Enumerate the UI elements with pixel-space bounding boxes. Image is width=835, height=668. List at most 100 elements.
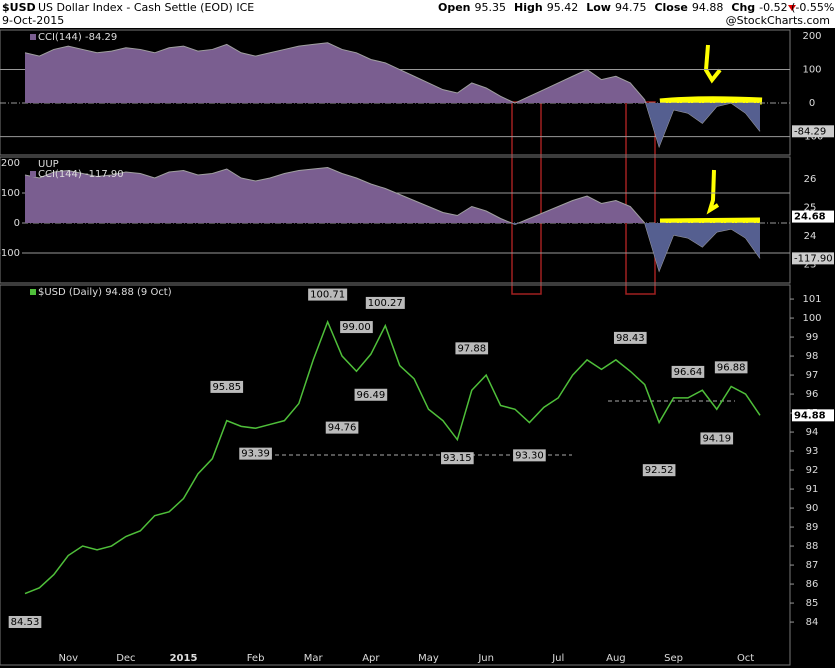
y2-tick-label: 26	[804, 174, 817, 185]
y-tick-label: 100	[802, 65, 821, 76]
quote-label: High	[514, 1, 543, 14]
price-label: 96.88	[717, 362, 746, 373]
y-tick-label: 200	[1, 158, 20, 169]
quote-value: 95.35	[475, 1, 507, 14]
price-label-bg	[239, 447, 272, 460]
quote-value: 94.75	[615, 1, 647, 14]
highlight-line	[659, 96, 763, 106]
price-label-bg	[700, 432, 734, 445]
x-tick-label: Aug	[606, 653, 626, 664]
x-tick-label: 2015	[170, 653, 198, 664]
quote-label: Low	[586, 1, 611, 14]
arrow	[706, 169, 720, 215]
quote-value: 94.88	[692, 1, 724, 14]
highlight-box	[511, 101, 542, 295]
last-tag-label: 24.68	[794, 212, 826, 223]
y-tick-label: 86	[806, 579, 819, 590]
x-tick-label: Oct	[737, 653, 754, 664]
y-tick-label: 93	[806, 446, 819, 457]
price-label: 94.76	[328, 423, 357, 434]
panel-legend: $USD (Daily) 94.88 (9 Oct)	[38, 287, 172, 298]
quote-label: Chg	[731, 1, 755, 14]
legend-swatch	[30, 171, 36, 177]
last-tag-label: -84.29	[794, 126, 826, 137]
last-tag	[792, 409, 834, 422]
price-label-bg	[8, 615, 42, 628]
y-tick-label: 96	[806, 389, 819, 400]
price-label: 96.49	[357, 390, 386, 401]
panel-legend: CCI(144) -117.90	[38, 169, 124, 180]
quote-value: -0.52 (-0.55%)	[759, 1, 835, 14]
price-label-bg	[325, 421, 359, 434]
y2-tick-label: 25	[804, 202, 817, 213]
last-tag-label: 94.88	[794, 410, 826, 421]
price-label-bg	[365, 296, 405, 309]
price-label: 97.88	[457, 343, 486, 354]
highlight-line	[659, 217, 761, 226]
y-tick-label: 200	[802, 31, 821, 42]
y-tick-label: 88	[806, 541, 819, 552]
price-label-bg	[671, 365, 705, 378]
price-label-bg	[354, 388, 388, 401]
panel-frame	[0, 29, 791, 156]
y-tick-label: 89	[806, 522, 819, 533]
y2-tick-label: 23	[804, 259, 817, 270]
y-tick-label: 85	[806, 598, 819, 609]
x-tick-label: Dec	[116, 653, 135, 664]
y-tick-label: 90	[806, 503, 819, 514]
y-tick-label: 0	[14, 218, 20, 229]
x-tick-label: Feb	[247, 653, 265, 664]
y-tick-label: 100	[1, 188, 20, 199]
price-label: 93.39	[241, 449, 270, 460]
y-tick-label: 98	[806, 351, 819, 362]
x-tick-label: Sep	[664, 653, 683, 664]
price-label: 93.15	[443, 453, 472, 464]
quote-value: 95.42	[547, 1, 579, 14]
price-label: 94.19	[702, 433, 731, 444]
y-tick-label: 101	[802, 294, 821, 305]
price-label-bg	[642, 464, 676, 477]
price-label: 92.52	[645, 465, 674, 476]
price-label-bg	[714, 361, 748, 374]
cci-line	[24, 42, 761, 149]
cci-line	[24, 166, 761, 273]
price-label-bg	[308, 288, 348, 301]
symbol: $USD	[2, 1, 36, 14]
price-label: 96.64	[674, 367, 703, 378]
cci-area	[25, 42, 760, 104]
name: US Dollar Index - Cash Settle (EOD) ICE	[38, 1, 254, 14]
y2-tick-label: 24	[804, 231, 817, 242]
panel-symbol: UUP	[38, 159, 59, 170]
price-label-bg	[613, 331, 647, 344]
last-tag-label: -117.90	[794, 253, 833, 264]
cci-area-neg	[645, 103, 760, 147]
panel-frame	[0, 156, 791, 284]
price-label: 95.85	[212, 382, 241, 393]
y-tick-label: 91	[806, 484, 819, 495]
price-label: 93.30	[515, 450, 544, 461]
price-label-bg	[455, 342, 489, 355]
arrow	[703, 44, 722, 84]
price-label: 84.53	[11, 617, 40, 628]
down-arrow	[788, 5, 796, 11]
panel-legend: CCI(144) -84.29	[38, 32, 117, 43]
quote-label: Open	[438, 1, 471, 14]
credit: @StockCharts.com	[726, 14, 830, 27]
y-tick-label: -100	[0, 248, 20, 259]
price-label: 100.27	[368, 298, 403, 309]
last-tag	[792, 252, 834, 265]
y-tick-label: 0	[809, 98, 815, 109]
y-tick-label: 100	[802, 313, 821, 324]
y-tick-label: 97	[806, 370, 819, 381]
legend-swatch	[30, 289, 36, 295]
price-label-bg	[340, 321, 373, 334]
x-tick-label: Nov	[58, 653, 78, 664]
price-label: 100.71	[310, 290, 345, 301]
price-label: 99.00	[342, 322, 371, 333]
last-tag	[792, 210, 834, 223]
price-line	[24, 319, 761, 595]
x-tick-label: Jun	[477, 653, 494, 664]
price-label-bg	[441, 452, 474, 465]
highlight-box	[625, 101, 656, 295]
